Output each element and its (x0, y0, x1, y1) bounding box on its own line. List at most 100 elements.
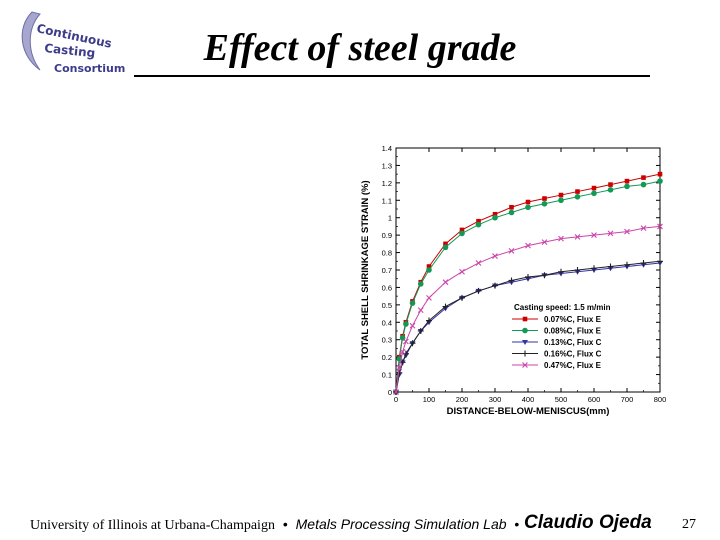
series-4 (393, 258, 663, 395)
series-point (426, 317, 432, 324)
legend-label: 0.16%C, Flux C (544, 350, 602, 359)
x-tick-label: 100 (423, 395, 436, 404)
series-point (442, 279, 449, 286)
series-5 (393, 223, 663, 395)
series-point (475, 287, 482, 294)
legend-label: 0.08%C, Flux E (544, 327, 602, 336)
series-point (525, 204, 531, 211)
series-point (640, 260, 647, 267)
series-point (442, 303, 449, 310)
legend-marker (522, 327, 528, 334)
series-point (607, 230, 614, 237)
footer-lab: Metals Processing Simulation Lab (295, 516, 507, 532)
series-point (525, 273, 531, 280)
y-tick-label: 1.3 (382, 161, 392, 170)
series-point (409, 322, 416, 329)
series-point (426, 267, 432, 273)
series-point (475, 221, 482, 228)
series-point (574, 267, 581, 273)
series-2 (393, 178, 663, 395)
chart-axes: 0 0.1 0.2 0.3 0.4 0.5 0.6 0.7 0.8 0.9 1 1.1 1.2 1.3 1.… (360, 144, 666, 417)
title-underline (134, 75, 650, 77)
series-point (640, 181, 647, 188)
plot-frame (395, 147, 661, 393)
series-point (525, 199, 531, 205)
series-point (393, 389, 399, 395)
series-point (558, 268, 564, 275)
series-line (395, 180, 661, 393)
series-point (492, 214, 498, 221)
series-point (541, 272, 548, 279)
logo-line-2: Casting (44, 41, 96, 60)
y-tick-label: 1 (388, 214, 392, 223)
legend-entry-5: 0.47%C, Flux E (512, 361, 602, 370)
series-point (409, 300, 416, 306)
legend-entry-2: 0.08%C, Flux E (512, 327, 602, 336)
series-point (396, 364, 403, 371)
series-3 (393, 261, 663, 395)
series-point (492, 253, 498, 259)
y-tick-label: 1.1 (382, 196, 392, 205)
y-tick-label: 0.4 (382, 318, 392, 327)
series-point (459, 268, 465, 275)
series-point (574, 233, 581, 240)
y-tick-label: 0.5 (382, 301, 392, 310)
footer-author: Claudio Ojeda (524, 512, 652, 533)
footer-university: University of Illinois at Urbana-Champai… (30, 518, 275, 533)
legend-label: 0.13%C, Flux C (544, 338, 602, 347)
series-point (541, 200, 548, 207)
legend-marker (522, 350, 528, 357)
series-point (459, 227, 465, 233)
series-point (558, 197, 564, 204)
x-tick-label: 400 (522, 395, 535, 404)
series-point (403, 321, 409, 327)
series-point (509, 204, 514, 210)
y-tick-label: 0.1 (382, 371, 392, 380)
series-point (492, 211, 498, 217)
x-tick-label: 800 (654, 395, 667, 404)
y-tick-label: 0.2 (382, 353, 392, 362)
series-point (443, 241, 448, 247)
series-point (607, 187, 614, 193)
x-tick-label: 200 (456, 395, 469, 404)
legend-marker (522, 362, 528, 368)
series-point (657, 258, 663, 265)
logo-swoosh-icon (21, 11, 41, 71)
legend-entry-1: 0.07%C, Flux E (512, 315, 602, 324)
series-point (641, 175, 646, 180)
series-point (558, 192, 564, 198)
series-point (417, 281, 424, 287)
series-point (608, 182, 613, 187)
logo-line-3: Consortium (54, 62, 125, 75)
y-axis-label: TOTAL SHELL SHRINKAGE STRAIN (%) (360, 180, 371, 359)
series-point (591, 265, 597, 272)
legend-marker (522, 316, 528, 322)
series-point (591, 185, 597, 191)
series-point (574, 194, 581, 200)
series-point (442, 244, 449, 251)
x-tick-label: 300 (489, 395, 502, 404)
y-tick-label: 0 (388, 388, 392, 397)
legend-entry-4: 0.16%C, Flux C (512, 350, 602, 359)
page-number: 27 (682, 517, 696, 532)
x-tick-label: 500 (555, 395, 568, 404)
x-tick-label: 600 (588, 395, 601, 404)
series-point (657, 171, 663, 177)
legend-label: 0.07%C, Flux E (544, 315, 602, 324)
series-point (640, 225, 647, 232)
series-point (426, 294, 432, 301)
series-point (459, 294, 465, 301)
series-point (624, 228, 630, 235)
y-tick-label: 1.4 (382, 144, 392, 153)
series-point (475, 260, 482, 266)
y-tick-label: 0.9 (382, 231, 392, 240)
y-tick-label: 0.6 (382, 283, 392, 292)
series-point (657, 178, 663, 184)
series-point (525, 242, 531, 249)
series-point (542, 196, 547, 201)
y-tick-label: 1.2 (382, 179, 392, 188)
series-point (409, 340, 416, 347)
series-point (591, 190, 597, 197)
footer-separator: • (282, 516, 288, 532)
y-tick-label: 0.3 (382, 336, 392, 345)
